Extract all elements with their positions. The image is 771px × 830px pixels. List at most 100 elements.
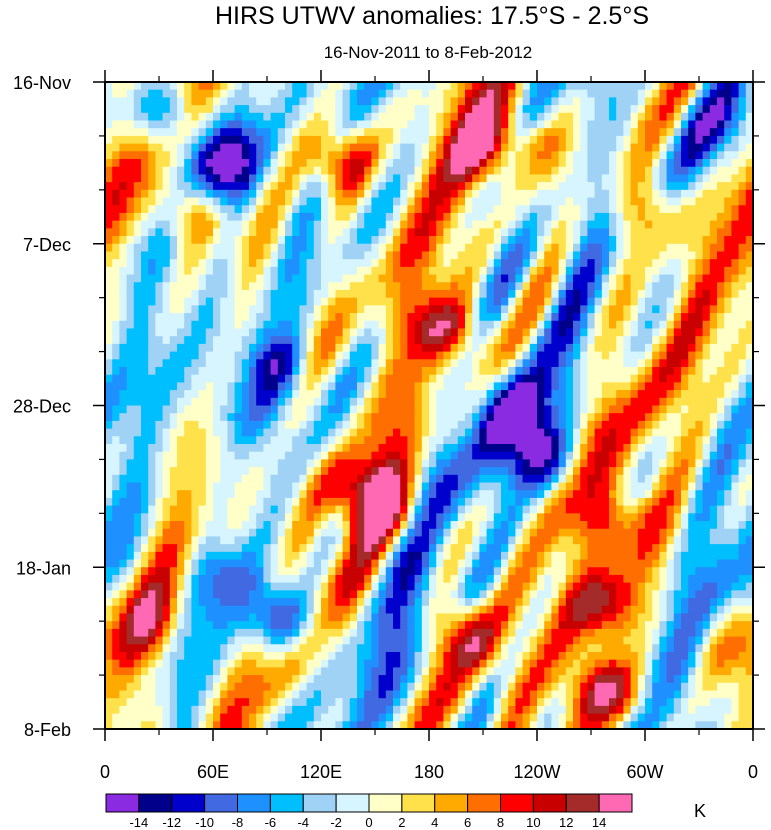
heatmap-cell <box>335 351 344 360</box>
heatmap-cell <box>342 89 351 98</box>
heatmap-cell <box>328 297 336 306</box>
heatmap-cell <box>162 436 171 445</box>
heatmap-cell <box>321 359 329 368</box>
heatmap-cell <box>450 374 459 383</box>
heatmap-cell <box>745 305 753 314</box>
heatmap-cell <box>645 251 653 260</box>
heatmap-cell <box>198 120 207 129</box>
heatmap-cell <box>241 282 250 291</box>
heatmap-cell <box>277 259 286 268</box>
heatmap-cell <box>191 274 200 283</box>
heatmap-cell <box>385 151 394 160</box>
heatmap-cell <box>213 374 221 383</box>
heatmap-cell <box>486 413 495 422</box>
heatmap-cell <box>515 205 524 214</box>
heatmap-cell <box>573 474 581 484</box>
heatmap-cell <box>508 474 516 484</box>
heatmap-cell <box>673 112 682 122</box>
heatmap-cell <box>681 297 689 306</box>
heatmap-cell <box>666 166 675 176</box>
heatmap-cell <box>126 89 135 98</box>
heatmap-cell <box>616 328 624 337</box>
heatmap-cell <box>191 212 200 222</box>
heatmap-cell <box>148 289 156 299</box>
heatmap-cell <box>443 451 452 461</box>
heatmap-cell <box>385 182 394 191</box>
heatmap-cell <box>666 243 675 253</box>
heatmap-cell <box>205 282 214 291</box>
heatmap-cell <box>299 444 308 453</box>
heatmap-cell <box>357 266 365 276</box>
heatmap-cell <box>515 212 524 222</box>
heatmap-cell <box>558 89 567 98</box>
heatmap-cell <box>162 313 171 322</box>
heatmap-cell <box>580 197 588 206</box>
heatmap-cell <box>493 97 502 106</box>
heatmap-cell <box>465 266 473 276</box>
heatmap-cell <box>169 105 178 114</box>
heatmap-cell <box>508 220 516 229</box>
heatmap-cell <box>191 228 200 237</box>
heatmap-cell <box>213 474 221 484</box>
heatmap-cell <box>400 251 408 260</box>
heatmap-cell <box>357 243 365 253</box>
heatmap-cell <box>616 174 624 183</box>
heatmap-cell <box>155 135 164 145</box>
heatmap-cell <box>184 397 192 407</box>
heatmap-cell <box>450 420 459 430</box>
heatmap-cell <box>177 266 185 276</box>
heatmap-cell <box>688 382 696 391</box>
heatmap-cell <box>378 505 387 514</box>
heatmap-cell <box>400 320 408 330</box>
heatmap-cell <box>263 205 272 214</box>
heatmap-cell <box>580 274 588 283</box>
heatmap-cell <box>450 313 459 322</box>
heatmap-cell <box>241 490 250 499</box>
heatmap-cell <box>623 397 632 407</box>
heatmap-cell <box>630 320 639 330</box>
heatmap-cell <box>558 482 567 491</box>
heatmap-cell <box>702 305 711 314</box>
heatmap-cell <box>263 259 272 268</box>
heatmap-cell <box>594 451 603 461</box>
heatmap-cell <box>573 320 581 330</box>
heatmap-cell <box>594 343 603 353</box>
heatmap-cell <box>472 220 480 229</box>
heatmap-cell <box>731 305 740 314</box>
heatmap-cell <box>357 251 365 260</box>
heatmap-cell <box>573 236 581 245</box>
heatmap-cell <box>652 220 660 229</box>
heatmap-cell <box>702 243 711 253</box>
heatmap-cell <box>457 390 466 399</box>
heatmap-cell <box>285 366 293 376</box>
heatmap-cell <box>270 459 279 468</box>
heatmap-cell <box>249 128 257 137</box>
heatmap-cell <box>141 120 149 129</box>
heatmap-cell <box>227 289 236 299</box>
heatmap-cell <box>731 467 740 476</box>
heatmap-cell <box>501 89 509 98</box>
heatmap-cell <box>313 236 322 245</box>
heatmap-cell <box>357 120 365 129</box>
heatmap-cell <box>148 328 156 337</box>
heatmap-cell <box>105 97 113 106</box>
heatmap-cell <box>429 444 437 453</box>
heatmap-cell <box>299 143 308 152</box>
heatmap-cell <box>407 189 416 199</box>
heatmap-cell <box>717 413 725 422</box>
heatmap-cell <box>645 228 653 237</box>
heatmap-cell <box>270 328 279 337</box>
heatmap-cell <box>105 405 113 414</box>
heatmap-cell <box>486 382 495 391</box>
heatmap-cell <box>184 343 192 353</box>
heatmap-cell <box>306 120 315 129</box>
heatmap-cell <box>623 135 632 145</box>
heatmap-cell <box>594 420 603 430</box>
heatmap-cell <box>407 374 416 383</box>
heatmap-cell <box>537 482 545 491</box>
heatmap-cell <box>630 212 639 222</box>
heatmap-cell <box>724 420 732 430</box>
heatmap-cell <box>169 382 178 391</box>
heatmap-cell <box>486 197 495 206</box>
heatmap-cell <box>393 128 401 137</box>
